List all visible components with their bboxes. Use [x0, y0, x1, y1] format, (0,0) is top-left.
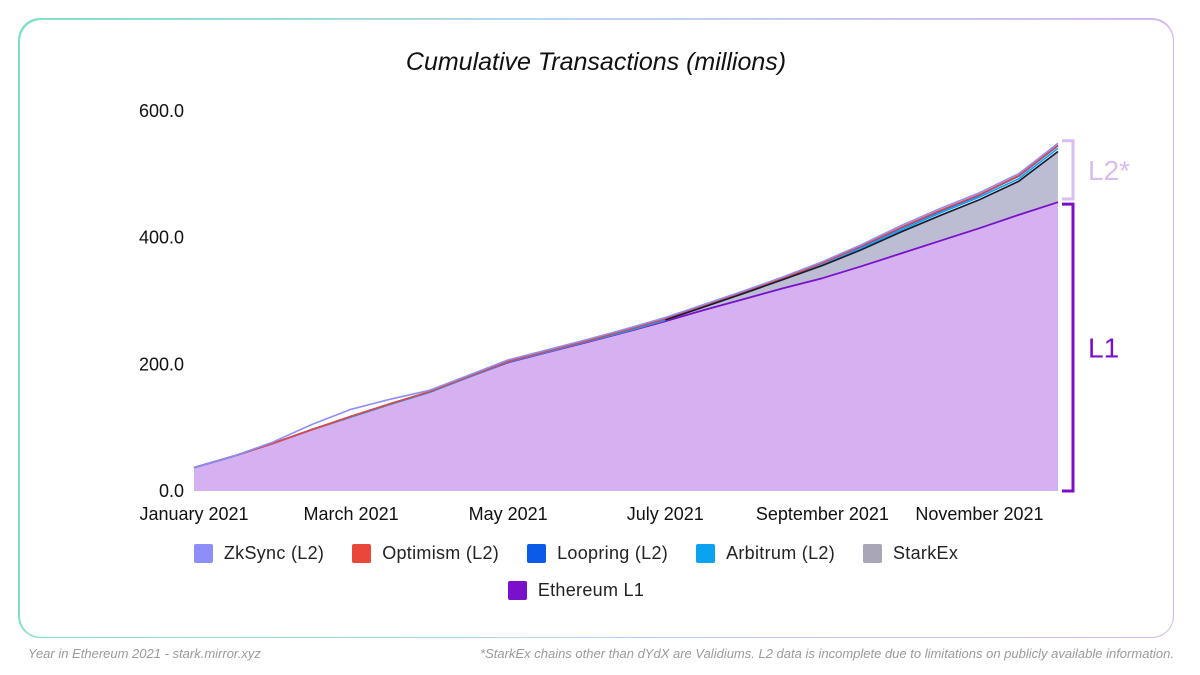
- y-tick-label: 400.0: [139, 228, 184, 248]
- y-tick-label: 600.0: [139, 101, 184, 121]
- footer-credit: Year in Ethereum 2021 - stark.mirror.xyz: [28, 646, 261, 661]
- legend-swatch: [507, 581, 527, 600]
- legend-label: Optimism (L2): [382, 543, 500, 563]
- legend-label: Ethereum L1: [537, 580, 645, 600]
- x-tick-label: September 2021: [756, 504, 889, 524]
- bracket-l1: [1062, 202, 1075, 493]
- legend-swatch: [696, 544, 716, 563]
- legend-item: StarkEx: [863, 543, 958, 564]
- y-tick-label: 200.0: [139, 354, 184, 374]
- line-starkex-edge: [665, 150, 1059, 321]
- y-tick-label: 0.0: [159, 481, 184, 501]
- bracket-l2: [1062, 139, 1075, 201]
- area-ethereum-l1: [194, 202, 1058, 491]
- legend-swatch: [193, 544, 213, 563]
- legend-swatch: [863, 544, 882, 563]
- chart-legend: ZkSync (L2) Optimism (L2) Loopring (L2) Arb…: [0, 543, 1152, 601]
- legend-label: Arbitrum (L2): [726, 543, 835, 563]
- line-zksync-l2: [193, 142, 1059, 469]
- footer-note: *StarkEx chains other than dYdX are Vali…: [480, 646, 1174, 661]
- bracket-label-l1: L1: [1088, 333, 1119, 364]
- legend-item: Arbitrum (L2): [696, 543, 835, 564]
- legend-item: Ethereum L1: [507, 580, 645, 601]
- x-tick-label: January 2021: [139, 504, 248, 524]
- x-tick-label: March 2021: [304, 504, 399, 524]
- legend-item: ZkSync (L2): [193, 543, 325, 564]
- bracket-label-l2: L2*: [1088, 155, 1130, 186]
- x-tick-label: July 2021: [627, 504, 704, 524]
- legend-item: Optimism (L2): [352, 543, 499, 564]
- chart-title: Cumulative Transactions (millions): [405, 48, 787, 76]
- legend-label: StarkEx: [893, 543, 959, 563]
- x-tick-label: November 2021: [915, 504, 1043, 524]
- x-tick-label: May 2021: [469, 504, 548, 524]
- legend-label: ZkSync (L2): [223, 543, 325, 563]
- line-optimism-l2: [193, 144, 1059, 469]
- legend-item: Loopring (L2): [527, 543, 668, 564]
- legend-swatch: [352, 544, 372, 563]
- legend-label: Loopring (L2): [557, 543, 669, 563]
- legend-swatch: [527, 544, 547, 563]
